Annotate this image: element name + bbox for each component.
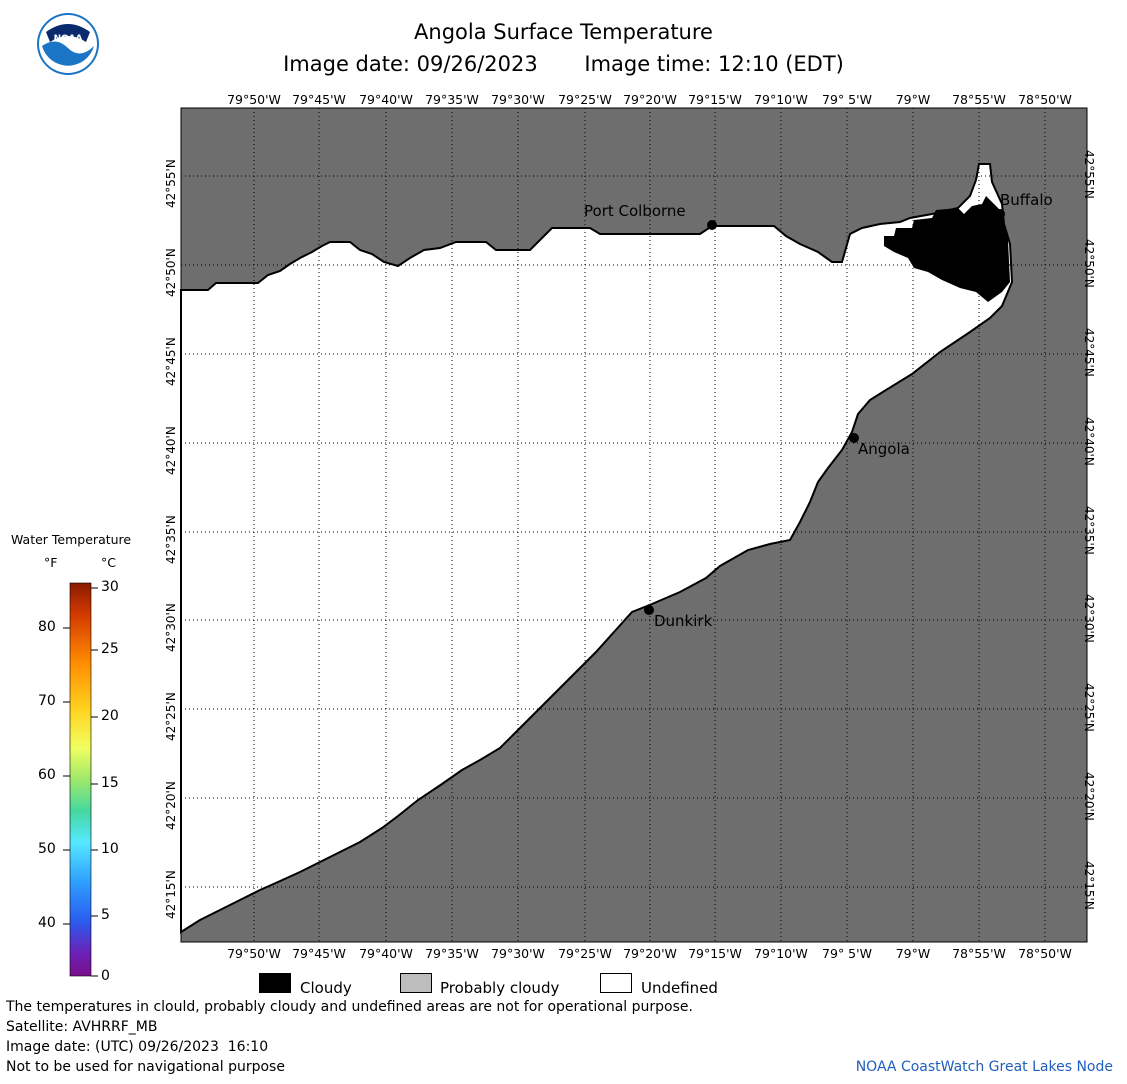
legend-f-tick: 60 <box>38 767 56 783</box>
angola-label: Angola <box>858 440 910 458</box>
lat-label: 42°50'N <box>164 248 178 297</box>
lat-label: 42°40'N <box>164 426 178 475</box>
lon-label: 78°55'W <box>952 946 1006 961</box>
lon-label: 79° 5'W <box>822 946 872 961</box>
lon-label: 79°50'W <box>227 92 281 107</box>
cloud-patch <box>884 196 1010 302</box>
legend-unit-c: °C <box>101 555 116 570</box>
undefined-label: Undefined <box>641 979 718 997</box>
port-colborne-marker <box>707 220 717 230</box>
undefined-swatch <box>600 973 632 993</box>
image-datetime: Image date: 09/26/2023 Image time: 12:10… <box>0 52 1127 76</box>
lon-label: 79°20'W <box>623 92 677 107</box>
probably-cloudy-label: Probably cloudy <box>440 979 560 997</box>
lon-label: 79°25'W <box>558 92 612 107</box>
legend-c-tick: 15 <box>101 775 119 791</box>
navigation-warning: Not to be used for navigational purpose <box>6 1059 285 1075</box>
lon-label: 79°35'W <box>425 946 479 961</box>
angola-marker <box>849 433 859 443</box>
lon-label: 79°30'W <box>491 92 545 107</box>
cloudy-label: Cloudy <box>300 979 352 997</box>
lat-label: 42°35'N <box>1082 506 1096 555</box>
temperature-color-scale <box>63 582 98 977</box>
image-date: Image date: 09/26/2023 <box>283 52 538 76</box>
legend-c-tick: 10 <box>101 841 119 857</box>
legend-c-tick: 20 <box>101 708 119 724</box>
lon-label: 79°W <box>895 946 931 961</box>
lon-label: 79°W <box>895 92 931 107</box>
cloudy-swatch <box>259 973 291 993</box>
disclaimer-text: The temperatures in clould, probably clo… <box>6 999 693 1015</box>
legend-c-tick: 0 <box>101 968 110 984</box>
legend-title: Water Temperature <box>11 532 132 547</box>
lat-label: 42°15'N <box>1082 861 1096 910</box>
lon-label: 79°40'W <box>359 946 413 961</box>
legend-f-tick: 50 <box>38 841 56 857</box>
noaa-logo: NOAA <box>36 12 100 76</box>
lake-erie-water <box>180 163 1014 934</box>
legend-c-tick: 5 <box>101 907 110 923</box>
lat-label: 42°40'N <box>1082 417 1096 466</box>
lon-label: 79°20'W <box>623 946 677 961</box>
lat-label: 42°45'N <box>164 337 178 386</box>
noaa-logo-icon: NOAA <box>37 13 99 75</box>
lon-label: 78°50'W <box>1018 946 1072 961</box>
port-colborne-label: Port Colborne <box>584 202 686 220</box>
satellite-text: Satellite: AVHRRF_MB <box>6 1019 158 1035</box>
lon-label: 79°15'W <box>688 946 742 961</box>
lon-label: 79°30'W <box>491 946 545 961</box>
dunkirk-label: Dunkirk <box>654 612 713 630</box>
svg-text:NOAA: NOAA <box>54 34 83 44</box>
lon-label: 79°10'W <box>754 946 808 961</box>
lat-label: 42°25'N <box>164 692 178 741</box>
lat-label: 42°25'N <box>1082 683 1096 732</box>
lon-label: 79°25'W <box>558 946 612 961</box>
buffalo-marker <box>995 209 1005 219</box>
image-time: Image time: 12:10 (EDT) <box>584 52 844 76</box>
probably-cloudy-swatch <box>400 973 432 993</box>
lon-label: 79°10'W <box>754 92 808 107</box>
lat-label: 42°30'N <box>1082 594 1096 643</box>
legend-f-tick: 40 <box>38 915 56 931</box>
legend-unit-f: °F <box>44 555 58 570</box>
lon-label: 78°55'W <box>952 92 1006 107</box>
lat-label: 42°35'N <box>164 515 178 564</box>
map-grid <box>181 108 1087 942</box>
legend-f-tick: 70 <box>38 693 56 709</box>
legend-f-tick: 80 <box>38 619 56 635</box>
lat-label: 42°45'N <box>1082 328 1096 377</box>
legend-c-tick: 25 <box>101 641 119 657</box>
lat-label: 42°50'N <box>1082 239 1096 288</box>
lon-label: 78°50'W <box>1018 92 1072 107</box>
lon-label: 79°40'W <box>359 92 413 107</box>
lat-label: 42°30'N <box>164 603 178 652</box>
lat-label: 42°55'N <box>1082 150 1096 199</box>
lat-label: 42°20'N <box>164 781 178 830</box>
lon-label: 79°35'W <box>425 92 479 107</box>
lat-label: 42°55'N <box>164 159 178 208</box>
lat-label: 42°15'N <box>164 870 178 919</box>
utc-date-text: Image date: (UTC) 09/26/2023 16:10 <box>6 1039 269 1055</box>
map-frame <box>180 107 1088 943</box>
legend-c-tick: 30 <box>101 579 119 595</box>
lon-label: 79°45'W <box>292 946 346 961</box>
buffalo-label: Buffalo <box>1000 191 1053 209</box>
map-title: Angola Surface Temperature <box>414 20 713 44</box>
lon-label: 79°15'W <box>688 92 742 107</box>
lon-label: 79°50'W <box>227 946 281 961</box>
dunkirk-marker <box>644 605 654 615</box>
lat-label: 42°20'N <box>1082 772 1096 821</box>
credit-text: NOAA CoastWatch Great Lakes Node <box>855 1059 1113 1075</box>
lon-label: 79° 5'W <box>822 92 872 107</box>
lon-label: 79°45'W <box>292 92 346 107</box>
